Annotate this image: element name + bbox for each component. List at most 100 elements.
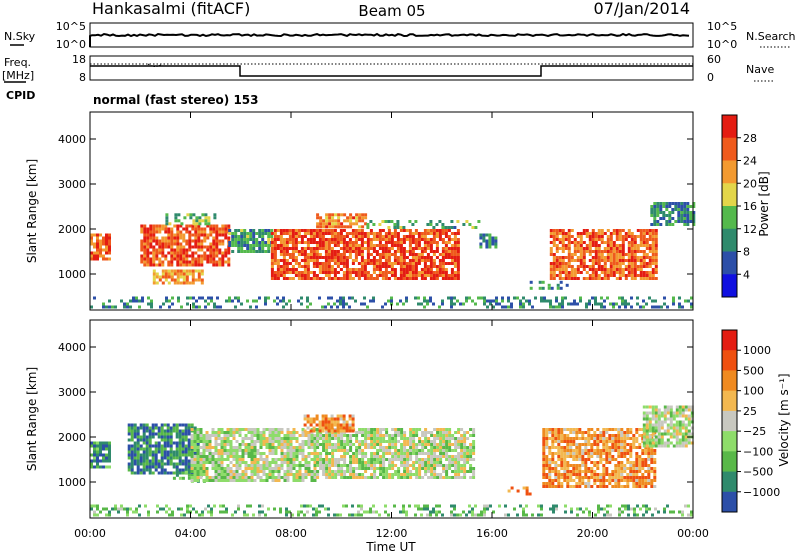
data-cell: [587, 452, 591, 455]
data-cell: [451, 455, 455, 458]
data-cell: [621, 302, 624, 306]
data-cell: [327, 268, 331, 271]
data-cell: [390, 238, 394, 241]
data-cell: [588, 235, 592, 238]
data-cell: [309, 253, 313, 256]
data-cell: [391, 461, 395, 464]
data-cell: [642, 238, 646, 241]
data-cell: [345, 259, 349, 262]
data-cell: [250, 479, 254, 482]
data-cell: [399, 256, 403, 259]
data-cell: [246, 299, 249, 303]
data-cell: [348, 268, 352, 271]
data-cell: [241, 476, 245, 479]
data-cell: [415, 431, 419, 434]
data-cell: [620, 443, 624, 446]
data-cell: [617, 440, 621, 443]
data-cell: [319, 464, 323, 467]
data-cell: [617, 473, 621, 476]
data-cell: [680, 202, 684, 205]
data-cell: [623, 443, 627, 446]
data-cell: [421, 443, 425, 446]
data-cell: [316, 476, 320, 479]
data-cell: [406, 476, 410, 479]
data-cell: [603, 241, 607, 244]
data-cell: [238, 428, 242, 431]
data-cell: [288, 299, 291, 303]
data-cell: [295, 440, 299, 443]
data-cell: [403, 470, 407, 473]
data-cell: [166, 444, 170, 448]
data-cell: [397, 458, 401, 461]
data-cell: [399, 253, 403, 256]
data-cell: [650, 452, 654, 455]
data-cell: [651, 305, 654, 309]
data-cell: [642, 405, 646, 409]
data-cell: [139, 423, 143, 427]
data-cell: [333, 244, 337, 247]
data-cell: [632, 461, 636, 464]
data-cell: [184, 462, 188, 466]
data-cell: [316, 452, 320, 455]
data-cell: [154, 450, 158, 454]
data-cell: [328, 452, 332, 455]
data-cell: [590, 455, 594, 458]
data-cell: [597, 262, 601, 265]
data-cell: [567, 256, 571, 259]
data-cell: [139, 456, 143, 460]
data-cell: [373, 434, 377, 437]
data-cell: [218, 251, 222, 255]
data-cell: [373, 452, 377, 455]
data-cell: [149, 227, 153, 231]
data-cell: [181, 432, 185, 436]
data-cell: [286, 455, 290, 458]
data-cell: [393, 241, 397, 244]
data-cell: [548, 446, 552, 449]
data-cell: [336, 253, 340, 256]
data-cell: [450, 226, 454, 229]
data-cell: [157, 462, 161, 466]
data-cell: [288, 232, 292, 235]
data-cell: [274, 449, 278, 452]
data-cell: [460, 452, 464, 455]
data-cell: [333, 302, 336, 306]
data-cell: [301, 458, 305, 461]
data-cell: [139, 468, 143, 472]
data-cell: [545, 467, 549, 470]
data-cell: [608, 446, 612, 449]
data-cell: [244, 467, 248, 470]
data-cell: [220, 440, 224, 443]
data-cell: [354, 256, 358, 259]
data-cell: [603, 274, 607, 277]
data-cell: [175, 453, 179, 457]
data-cell: [600, 238, 604, 241]
data-cell: [454, 473, 458, 476]
data-cell: [318, 256, 322, 259]
data-cell: [360, 241, 364, 244]
data-cell: [378, 238, 382, 241]
data-cell: [321, 268, 325, 271]
data-cell: [276, 302, 279, 306]
data-cell: [545, 431, 549, 434]
data-cell: [158, 263, 162, 267]
data-cell: [400, 443, 404, 446]
data-cell: [424, 434, 428, 437]
data-cell: [668, 223, 672, 226]
data-cell: [600, 265, 604, 268]
data-cell: [243, 238, 247, 241]
data-cell: [642, 411, 646, 415]
data-cell: [176, 263, 180, 267]
data-cell: [262, 443, 266, 446]
data-cell: [369, 247, 373, 250]
data-cell: [346, 470, 350, 473]
data-cell: [255, 250, 259, 253]
data-cell: [557, 470, 561, 473]
data-cell: [185, 257, 189, 261]
data-cell: [96, 465, 99, 469]
data-cell: [333, 277, 337, 280]
data-cell: [200, 281, 204, 285]
data-cell: [191, 257, 195, 261]
data-cell: [629, 443, 633, 446]
data-cell: [367, 476, 371, 479]
